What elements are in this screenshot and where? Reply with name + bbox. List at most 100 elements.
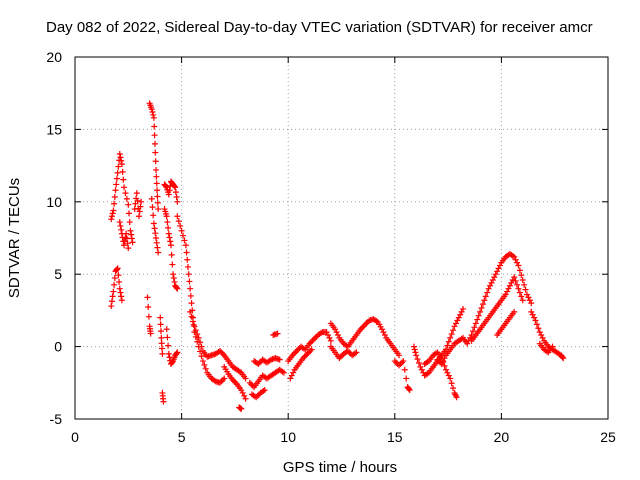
data-point: [172, 184, 179, 191]
data-point-interp: [118, 293, 125, 300]
y-tick-label: 15: [46, 121, 62, 137]
data-point: [163, 213, 170, 220]
data-point-interp: [448, 380, 455, 387]
data-point-interp: [137, 203, 144, 210]
y-tick-label: 0: [54, 339, 62, 355]
data-point-interp: [186, 278, 193, 285]
data-point: [116, 285, 123, 292]
data-point-interp: [185, 271, 192, 278]
data-point-interp: [475, 312, 482, 319]
data-point: [112, 187, 119, 194]
data-point: [150, 220, 157, 227]
data-point: [515, 285, 522, 292]
data-point-interp: [157, 321, 164, 328]
data-point-interp: [150, 212, 157, 219]
data-point-interp: [166, 234, 173, 241]
data-point-interp: [415, 360, 422, 367]
data-point-interp: [169, 261, 176, 268]
data-point-interp: [111, 275, 118, 282]
data-point-interp: [165, 224, 172, 231]
data-point: [199, 358, 206, 365]
data-point-interp: [516, 289, 523, 296]
data-point-interp: [152, 230, 159, 237]
data-point: [447, 375, 454, 382]
data-point-interp: [158, 340, 165, 347]
y-tick-label: 10: [46, 194, 62, 210]
data-point-interp: [484, 289, 491, 296]
data-point-interp: [201, 361, 208, 368]
data-point-interp: [444, 342, 451, 349]
data-point: [242, 395, 249, 402]
y-axis-ticks: -5 0 5 10 15 20: [46, 49, 608, 427]
data-point-interp: [165, 342, 172, 349]
data-point-interp: [117, 154, 124, 161]
grid-lines: [75, 57, 608, 419]
data-point-interp: [171, 183, 178, 190]
x-axis-ticks: 0 5 10 15 20 25: [71, 57, 616, 445]
data-point: [121, 184, 128, 191]
data-point: [549, 343, 556, 350]
data-point-interp: [117, 289, 124, 296]
data-point-interp: [109, 210, 116, 217]
data-point-interp: [516, 267, 523, 274]
data-point-interp: [448, 331, 455, 338]
data-point-interp: [113, 175, 120, 182]
y-tick-label: 20: [46, 49, 62, 65]
data-point: [148, 195, 155, 202]
data-point-interp: [478, 304, 485, 311]
data-point-interp: [136, 208, 143, 215]
data-point: [396, 352, 403, 359]
data-point-interp: [166, 187, 173, 194]
data-point-interp: [157, 328, 164, 335]
data-point-interp: [153, 239, 160, 246]
data-point: [453, 394, 460, 401]
data-point: [242, 375, 249, 382]
data-point: [125, 245, 132, 252]
data-point-interp: [120, 176, 127, 183]
x-axis-label: GPS time / hours: [283, 459, 397, 476]
data-point-interp: [126, 210, 133, 217]
data-point: [182, 242, 189, 249]
data-point-interp: [164, 334, 171, 341]
data-point-interp: [123, 195, 130, 202]
data-point: [511, 308, 518, 315]
data-point-interp: [123, 235, 130, 242]
data-point-interp: [412, 349, 419, 356]
data-point: [560, 355, 567, 362]
data-point: [159, 350, 166, 357]
data-point: [174, 349, 181, 356]
data-point: [481, 297, 488, 304]
data-point-interp: [450, 327, 457, 334]
data-point-interp: [149, 109, 156, 116]
data-point: [174, 285, 181, 292]
data-point: [187, 308, 194, 315]
data-point: [144, 294, 151, 301]
data-point-interp: [115, 163, 122, 170]
data-point-interp: [173, 284, 180, 291]
data-point: [153, 166, 160, 173]
data-point-interp: [126, 219, 133, 226]
data-point: [221, 375, 228, 382]
data-point-interp: [149, 204, 156, 211]
data-point-interp: [450, 385, 457, 392]
data-point-interp: [175, 218, 182, 225]
data-point: [123, 230, 130, 237]
data-point-interp: [150, 111, 157, 118]
data-point: [261, 387, 268, 394]
data-point: [147, 330, 154, 337]
data-point-interp: [202, 365, 209, 372]
data-point-interp: [154, 199, 161, 206]
data-point: [519, 276, 526, 283]
data-point: [148, 106, 155, 113]
data-point-interp: [168, 251, 175, 258]
data-point: [447, 334, 454, 341]
data-points: [108, 100, 567, 412]
data-point-interp: [518, 272, 525, 279]
data-point-interp: [180, 232, 187, 239]
data-point: [280, 369, 287, 376]
data-point-interp: [518, 293, 525, 300]
data-point: [532, 317, 539, 324]
data-point: [114, 265, 121, 272]
